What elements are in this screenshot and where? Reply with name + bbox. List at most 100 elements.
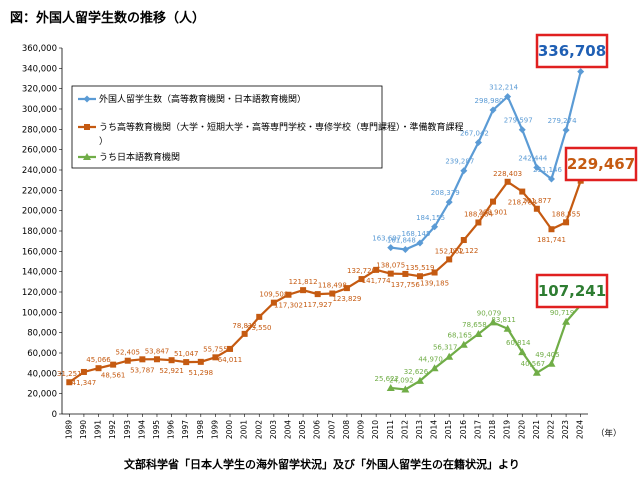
data-label: 52,405 — [116, 349, 141, 357]
data-point — [153, 356, 160, 363]
y-tick-label: 320,000 — [22, 85, 57, 95]
x-tick-label: 2024 — [576, 420, 585, 439]
data-point — [329, 290, 336, 297]
x-tick-label: 2009 — [357, 420, 366, 439]
data-point — [518, 348, 527, 356]
callout-label: 229,467 — [567, 155, 635, 173]
data-point — [430, 364, 439, 372]
data-point — [270, 299, 277, 306]
data-point — [490, 198, 497, 205]
callout-label: 107,241 — [538, 282, 606, 300]
data-label: 132,720 — [347, 267, 376, 275]
data-label: 25,622 — [375, 375, 400, 383]
data-point — [387, 270, 394, 277]
data-point — [386, 383, 395, 391]
data-label: 163,697 — [372, 235, 401, 243]
x-tick-label: 2021 — [532, 420, 541, 439]
x-tick-label: 2020 — [517, 420, 526, 439]
y-tick-label: 140,000 — [22, 268, 57, 278]
x-tick-label: 2010 — [371, 420, 380, 439]
x-tick-label: 2003 — [269, 420, 278, 439]
callout-box — [535, 33, 609, 69]
data-point — [401, 245, 409, 253]
data-label: 139,185 — [420, 279, 449, 287]
data-label: 161,848 — [387, 236, 416, 244]
callout-box — [564, 146, 638, 182]
x-tick-label: 1995 — [152, 420, 161, 439]
data-label: 24,092 — [389, 377, 414, 385]
data-point — [474, 330, 483, 338]
x-tick-label: 1990 — [79, 420, 88, 439]
y-tick-label: 120,000 — [22, 288, 57, 298]
x-tick-label: 2011 — [386, 420, 395, 439]
legend-marker — [84, 124, 90, 130]
data-label: 32,626 — [404, 368, 429, 376]
data-point — [415, 376, 424, 384]
data-label: 201,877 — [522, 197, 551, 205]
data-point — [401, 385, 410, 393]
x-tick-label: 2023 — [561, 420, 570, 439]
data-label: 121,812 — [289, 278, 318, 286]
data-label: 152,062 — [435, 247, 464, 255]
data-point — [285, 291, 292, 298]
data-label: 138,075 — [376, 262, 405, 270]
data-label: 298,980 — [475, 97, 504, 105]
data-label: 218,783 — [508, 199, 537, 207]
y-tick-label: 80,000 — [27, 329, 57, 339]
data-point — [547, 359, 556, 367]
data-point — [475, 219, 482, 226]
data-label: 118,498 — [318, 282, 347, 290]
data-label: 53,787 — [130, 366, 155, 374]
data-point — [183, 359, 190, 366]
y-tick-label: 340,000 — [22, 64, 57, 74]
data-point — [212, 354, 219, 361]
data-point — [416, 239, 424, 247]
data-label: 279,597 — [504, 117, 533, 125]
x-tick-label: 2015 — [444, 420, 453, 439]
x-tick-label: 2005 — [298, 420, 307, 439]
data-point — [95, 365, 102, 372]
data-point — [256, 313, 263, 320]
data-point — [227, 345, 234, 352]
x-tick-label: 2017 — [473, 420, 482, 439]
data-point — [562, 126, 570, 134]
data-point — [519, 188, 526, 195]
data-point — [562, 317, 571, 325]
data-point — [241, 330, 248, 337]
data-label: 267,042 — [460, 130, 489, 138]
data-label: 53,847 — [145, 347, 170, 355]
data-point — [446, 256, 453, 263]
data-point — [300, 287, 307, 294]
data-point — [66, 379, 73, 386]
y-tick-label: 240,000 — [22, 166, 57, 176]
callout-label: 336,708 — [538, 42, 606, 60]
data-point — [460, 167, 468, 175]
data-label: 231,146 — [533, 166, 562, 174]
data-label: 109,508 — [259, 291, 288, 299]
data-label: 188,555 — [552, 210, 581, 218]
data-label: 208,379 — [431, 189, 460, 197]
data-point — [460, 237, 467, 244]
data-point — [474, 139, 482, 147]
data-label: 188,384 — [464, 210, 493, 218]
source-note: 文部科学省「日本人学生の海外留学状況」及び「外国人留学生の在籍状況」より — [124, 457, 520, 471]
legend-label: 外国人留学生数（高等教育機関・日本語教育機関） — [99, 93, 306, 105]
series-line-0 — [390, 71, 582, 251]
y-tick-label: 260,000 — [22, 146, 57, 156]
data-point — [577, 68, 585, 76]
legend-label: うち日本語教育機関 — [99, 151, 180, 163]
x-tick-label: 2012 — [400, 420, 409, 439]
x-tick-label: 1992 — [108, 420, 117, 439]
data-label: 52,921 — [159, 367, 184, 375]
y-tick-label: 160,000 — [22, 247, 57, 257]
y-tick-label: 180,000 — [22, 227, 57, 237]
x-tick-label: 2013 — [415, 420, 424, 439]
y-tick-label: 280,000 — [22, 125, 57, 135]
data-point — [168, 357, 175, 364]
data-label: 78,812 — [232, 322, 257, 330]
x-tick-label: 1994 — [137, 420, 146, 439]
data-point — [387, 244, 395, 252]
x-tick-label: 1998 — [196, 420, 205, 439]
legend-box — [71, 85, 383, 169]
